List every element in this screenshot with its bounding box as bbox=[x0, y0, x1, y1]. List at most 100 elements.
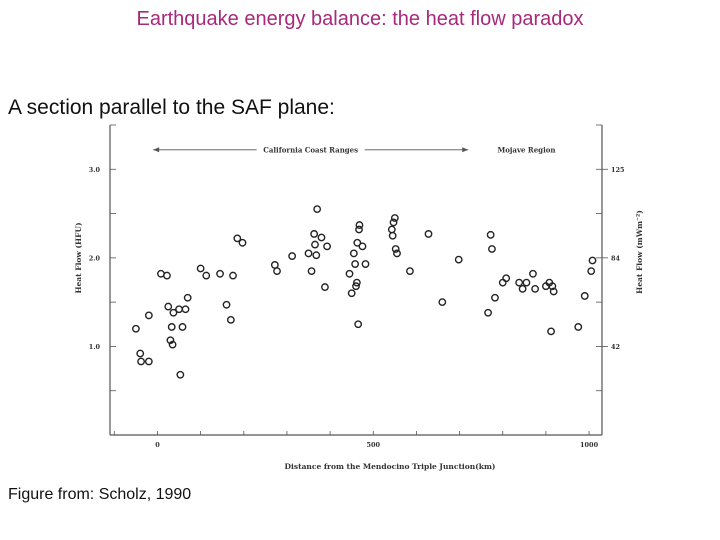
data-point bbox=[313, 205, 322, 214]
y-tick-label-right: 42 bbox=[611, 343, 620, 351]
data-point bbox=[390, 214, 399, 222]
data-point bbox=[216, 269, 224, 278]
y-axis-label-left: Heat Flow (HFU) bbox=[74, 222, 83, 293]
x-tick-label: 0 bbox=[155, 441, 160, 449]
data-point bbox=[389, 218, 398, 227]
data-point bbox=[587, 267, 596, 276]
data-point bbox=[353, 238, 362, 247]
data-point bbox=[347, 289, 356, 298]
y-tick-label-left: 2.0 bbox=[89, 254, 101, 262]
data-point bbox=[349, 249, 358, 258]
page-title: Earthquake energy balance: the heat flow… bbox=[136, 8, 584, 30]
y-tick-label-right: 125 bbox=[611, 166, 625, 174]
data-point bbox=[137, 357, 145, 366]
data-point bbox=[270, 261, 279, 269]
data-point bbox=[355, 221, 364, 229]
data-point bbox=[549, 287, 558, 296]
x-axis-label: Distance from the Mendocino Triple Junct… bbox=[285, 462, 496, 471]
data-point bbox=[166, 336, 175, 345]
data-point bbox=[424, 230, 433, 238]
data-point bbox=[311, 240, 319, 249]
data-point bbox=[515, 278, 524, 287]
data-point bbox=[169, 308, 178, 317]
y-tick-label-left: 3.0 bbox=[89, 166, 101, 174]
data-point bbox=[144, 311, 153, 320]
data-point bbox=[175, 305, 183, 314]
data-point bbox=[181, 305, 190, 314]
arrowhead-right bbox=[462, 147, 469, 153]
data-point bbox=[229, 271, 237, 280]
plot-frame bbox=[109, 124, 603, 436]
data-point bbox=[491, 293, 499, 302]
bottom-axis-ticks: 0 500 1000 bbox=[155, 441, 598, 449]
region-annotations: California Coast Ranges Mojave Region bbox=[153, 145, 555, 154]
data-point bbox=[317, 233, 326, 242]
annotation-mojave-region: Mojave Region bbox=[497, 145, 555, 154]
data-point bbox=[178, 323, 187, 331]
section-subtitle: A section parallel to the SAF plane: bbox=[8, 96, 335, 119]
y-tick-label-right: 84 bbox=[611, 254, 621, 262]
data-point bbox=[131, 324, 140, 333]
data-point bbox=[144, 357, 153, 366]
data-point bbox=[438, 298, 447, 307]
data-point bbox=[222, 300, 231, 309]
data-point bbox=[391, 245, 400, 253]
data-point bbox=[502, 274, 511, 283]
data-point bbox=[388, 231, 397, 240]
data-point bbox=[312, 251, 321, 260]
data-point bbox=[547, 327, 555, 336]
data-point bbox=[355, 225, 363, 234]
data-point bbox=[358, 242, 367, 251]
data-point bbox=[351, 260, 360, 268]
annotation-california-coast-ranges: California Coast Ranges bbox=[263, 145, 358, 154]
data-point bbox=[354, 320, 363, 329]
data-point bbox=[486, 230, 495, 239]
data-points bbox=[131, 205, 597, 379]
data-point bbox=[522, 278, 531, 287]
data-point bbox=[387, 225, 396, 234]
data-point bbox=[238, 238, 247, 247]
figure-caption: Figure from: Scholz, 1990 bbox=[8, 486, 192, 503]
data-point bbox=[580, 292, 589, 300]
data-point bbox=[588, 256, 597, 265]
data-point bbox=[233, 234, 242, 243]
data-point bbox=[406, 267, 414, 276]
data-point bbox=[454, 255, 463, 264]
data-point bbox=[163, 271, 171, 280]
data-point bbox=[304, 249, 313, 258]
data-point bbox=[164, 302, 173, 311]
y-tick-label-left: 1.0 bbox=[89, 343, 101, 351]
data-point bbox=[196, 264, 205, 273]
data-point bbox=[574, 323, 583, 331]
data-point bbox=[531, 284, 540, 293]
data-point bbox=[393, 249, 401, 258]
data-point bbox=[352, 278, 361, 287]
data-point bbox=[323, 242, 331, 251]
data-point bbox=[167, 323, 176, 331]
data-point bbox=[176, 370, 185, 379]
data-point bbox=[273, 267, 281, 276]
data-point bbox=[310, 230, 319, 238]
data-point bbox=[183, 293, 192, 302]
data-point bbox=[288, 252, 297, 260]
x-tick-label: 1000 bbox=[580, 441, 599, 449]
data-point bbox=[529, 269, 537, 278]
data-point bbox=[361, 260, 370, 268]
data-point bbox=[202, 271, 211, 280]
data-point bbox=[484, 308, 492, 317]
data-point bbox=[488, 245, 496, 253]
data-point bbox=[136, 349, 145, 358]
arrowhead-left bbox=[153, 147, 160, 153]
data-point bbox=[321, 283, 329, 291]
y-axis-label-right: Heat Flow (mWm⁻²) bbox=[635, 210, 644, 294]
data-point bbox=[518, 284, 527, 293]
data-point bbox=[345, 269, 354, 278]
data-point bbox=[168, 340, 177, 349]
right-axis-ticks: 42 84 125 bbox=[602, 166, 625, 351]
left-axis-ticks: 1.0 2.0 3.0 bbox=[89, 166, 101, 351]
data-point bbox=[352, 282, 360, 291]
data-point bbox=[548, 282, 557, 291]
data-point bbox=[226, 315, 235, 324]
data-point bbox=[307, 267, 316, 276]
x-tick-label: 500 bbox=[366, 441, 380, 449]
